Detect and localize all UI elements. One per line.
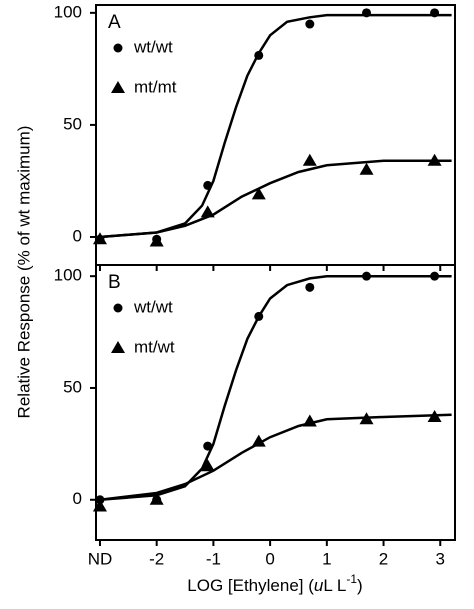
data-point <box>302 414 317 427</box>
data-point <box>362 271 372 281</box>
data-point <box>92 499 107 512</box>
data-point <box>305 19 315 29</box>
x-tick-label: 1 <box>322 549 331 568</box>
x-tick-label: 0 <box>265 549 274 568</box>
x-axis-label-part: ) <box>357 576 363 595</box>
legend-marker <box>113 303 123 313</box>
y-tick-label: 100 <box>54 266 82 285</box>
fit-curve <box>99 413 452 502</box>
legend-marker <box>111 81 125 93</box>
data-point <box>251 187 266 200</box>
legend-marker <box>111 341 125 353</box>
data-point <box>203 180 213 190</box>
x-tick-label: 3 <box>436 549 445 568</box>
legend-label: mt/wt <box>134 337 175 356</box>
y-tick-label: 100 <box>54 2 82 21</box>
panel-b-frame <box>95 264 456 541</box>
x-tick-label: -1 <box>206 549 221 568</box>
x-axis-label: LOG [Ethylene] (uL L-1) <box>187 572 362 595</box>
legend-label: mt/mt <box>134 77 177 96</box>
data-point <box>92 232 107 245</box>
data-point <box>427 153 442 166</box>
legend-marker <box>113 43 123 53</box>
data-point <box>362 8 372 18</box>
x-axis-label-part: u <box>314 576 324 595</box>
data-point <box>254 50 264 60</box>
data-point <box>149 234 164 247</box>
x-tick-label: ND <box>88 549 113 568</box>
data-point <box>302 153 317 166</box>
data-point <box>430 8 440 18</box>
legend-label: wt/wt <box>133 37 173 56</box>
data-point <box>427 410 442 423</box>
data-point <box>430 271 440 281</box>
data-point <box>200 459 215 472</box>
data-point <box>251 434 266 447</box>
data-point <box>254 311 264 321</box>
data-point <box>305 282 315 292</box>
x-tick-label: 2 <box>379 549 388 568</box>
data-point <box>149 492 164 505</box>
fit-curve <box>99 159 452 239</box>
x-axis-label-part: LOG [Ethylene] ( <box>187 576 314 595</box>
data-point <box>200 205 215 218</box>
data-point <box>359 162 374 175</box>
y-tick-label: 0 <box>73 226 82 245</box>
y-tick-label: 50 <box>63 377 82 396</box>
y-tick-label: 0 <box>73 489 82 508</box>
x-tick-label: -2 <box>149 549 164 568</box>
y-tick-label: 50 <box>63 114 82 133</box>
y-axis-label: Relative Response (% of wt maximum) <box>14 126 33 419</box>
panel-label: A <box>108 12 121 33</box>
x-axis-label-part: -1 <box>346 572 357 586</box>
legend-label: wt/wt <box>133 297 173 316</box>
fit-curve <box>99 13 452 239</box>
x-axis-label-part: L L <box>323 576 346 595</box>
data-point <box>359 412 374 425</box>
panel-label: B <box>108 272 121 293</box>
data-point <box>203 441 213 451</box>
